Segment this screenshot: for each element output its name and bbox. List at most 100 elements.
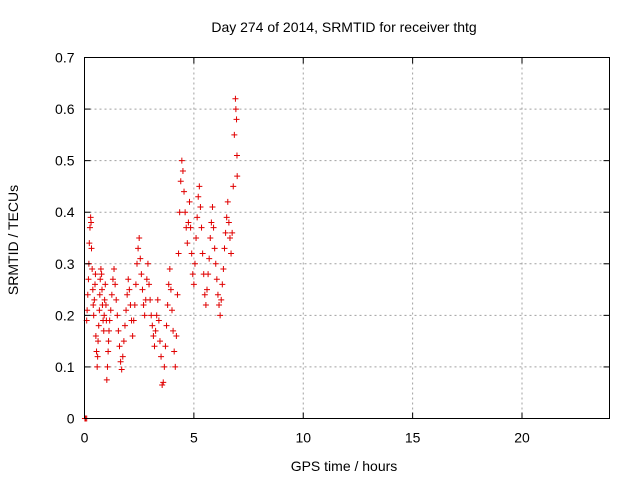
data-point xyxy=(94,363,101,370)
data-point xyxy=(214,291,221,298)
y-tick-label: 0.3 xyxy=(55,256,75,272)
data-point xyxy=(231,131,238,138)
data-point xyxy=(131,302,138,309)
data-point xyxy=(120,338,127,345)
x-tick-label: 15 xyxy=(405,430,421,446)
y-tick-label: 0.4 xyxy=(55,204,75,220)
data-point xyxy=(163,322,170,329)
data-point xyxy=(234,173,241,180)
data-point xyxy=(92,281,98,288)
y-tick-label: 0.2 xyxy=(55,307,75,323)
data-point xyxy=(117,358,124,365)
data-point xyxy=(177,178,184,185)
data-point xyxy=(97,265,104,272)
data-point xyxy=(97,276,104,283)
data-point xyxy=(217,312,224,319)
data-point xyxy=(126,286,133,293)
data-point xyxy=(100,327,107,334)
data-point xyxy=(112,281,119,288)
data-point xyxy=(207,235,214,241)
data-point xyxy=(158,353,165,360)
data-point xyxy=(224,198,231,205)
data-point xyxy=(134,260,140,267)
data-point xyxy=(209,204,216,211)
data-point xyxy=(194,214,201,221)
data-point xyxy=(90,312,97,319)
data-point xyxy=(144,260,151,267)
data-point xyxy=(191,260,198,267)
data-point xyxy=(132,281,139,288)
data-point xyxy=(202,302,209,309)
data-point xyxy=(105,348,112,355)
data-point xyxy=(198,224,205,231)
y-axis-label: SRMTID / TECUs xyxy=(5,185,21,295)
data-point xyxy=(135,245,142,252)
axis-ticks: 0 0.1 0.2 0.3 0.4 0.5 0.6 0.7 0 5 10 15 20 xyxy=(55,50,610,446)
data-point xyxy=(212,260,219,267)
y-tick-label: 0.1 xyxy=(55,359,75,375)
data-point xyxy=(201,291,208,298)
data-point xyxy=(94,353,101,360)
data-point xyxy=(148,312,155,319)
x-tick-label: 5 xyxy=(190,430,198,446)
data-point xyxy=(229,229,236,236)
data-point xyxy=(210,224,217,231)
data-point xyxy=(103,376,110,383)
y-tick-label: 0.6 xyxy=(55,101,75,117)
data-point xyxy=(138,271,145,278)
data-point xyxy=(189,271,196,278)
data-point xyxy=(178,157,185,164)
data-point xyxy=(173,332,180,339)
data-point xyxy=(106,317,113,324)
data-point xyxy=(226,235,233,241)
data-point xyxy=(101,296,108,303)
data-point xyxy=(139,286,146,293)
data-point xyxy=(84,307,91,314)
data-point xyxy=(99,286,105,293)
data-point xyxy=(223,214,230,221)
data-point xyxy=(206,255,213,262)
y-tick-label: 0.5 xyxy=(55,153,75,169)
data-point xyxy=(149,322,156,329)
data-point xyxy=(109,276,116,283)
data-point xyxy=(95,338,102,345)
data-point xyxy=(187,224,194,231)
data-point xyxy=(102,302,109,309)
data-point xyxy=(169,307,175,314)
data-point xyxy=(91,296,98,303)
data-point xyxy=(228,250,235,257)
data-point xyxy=(162,343,169,350)
data-point xyxy=(185,219,192,226)
data-point xyxy=(171,348,178,355)
data-point xyxy=(154,296,161,303)
data-point xyxy=(102,281,109,288)
data-point xyxy=(156,338,163,345)
data-point xyxy=(193,235,200,241)
data-point xyxy=(153,312,160,319)
data-point xyxy=(86,224,93,231)
data-point xyxy=(218,296,225,303)
data-point xyxy=(147,296,154,303)
data-point xyxy=(85,276,92,283)
data-point xyxy=(175,250,182,257)
data-point xyxy=(87,214,94,221)
data-point xyxy=(232,95,239,102)
data-point xyxy=(213,276,220,283)
data-point xyxy=(146,281,153,288)
data-point xyxy=(150,332,157,339)
data-point xyxy=(195,193,202,200)
data-point xyxy=(114,312,121,319)
data-point xyxy=(89,286,96,293)
data-point xyxy=(233,152,240,159)
data-point xyxy=(98,271,105,278)
data-point xyxy=(130,317,137,324)
y-tick-label: 0.7 xyxy=(55,50,75,66)
data-point xyxy=(196,183,203,190)
data-point xyxy=(232,106,239,113)
data-point xyxy=(205,271,212,278)
data-point xyxy=(88,245,95,252)
data-point xyxy=(107,307,114,314)
grid-lines xyxy=(84,57,610,419)
plot-frame xyxy=(84,57,610,419)
data-point xyxy=(179,167,186,174)
